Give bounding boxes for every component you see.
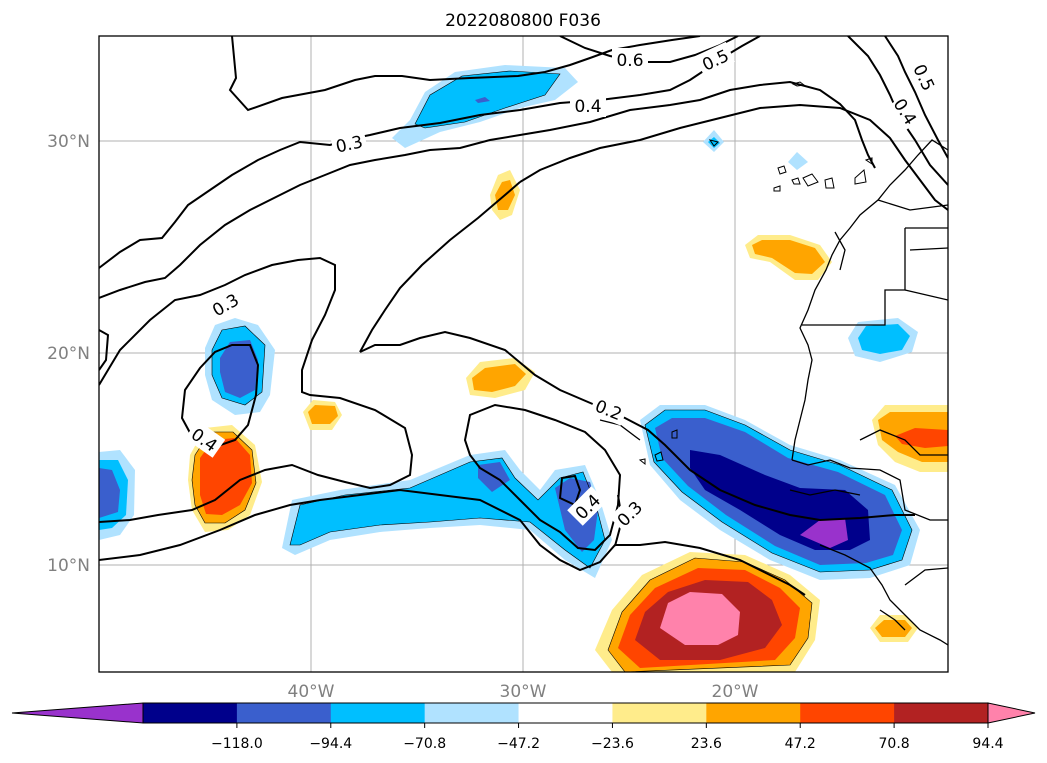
contour-label: 0.4 [574, 97, 601, 117]
colorbar-segment [800, 703, 895, 723]
coastlines [599, 139, 948, 646]
colorbar: −118.0 −94.4 −70.8 −47.2 −23.6 23.6 47.2 70.8 94… [11, 702, 1036, 752]
colorbar-tick-label: −118.0 [211, 736, 263, 752]
shade-outlines [191, 70, 913, 672]
colorbar-segment [330, 703, 426, 723]
colorbar-tick-label: 47.2 [785, 736, 816, 752]
colorbar-tick-label: 23.6 [691, 736, 722, 752]
colorbar-tick-label: 94.4 [972, 736, 1003, 752]
colorbar-segment [894, 703, 989, 723]
colorbar-extend-low [11, 702, 144, 724]
colorbar-segment [612, 703, 707, 723]
lat-label-10n: 10°N [47, 556, 90, 576]
lat-label-30n: 30°N [47, 132, 90, 152]
lon-label-40w: 40°W [288, 682, 335, 702]
colorbar-tick-label: 70.8 [879, 736, 910, 752]
colorbar-extend-high [987, 702, 1036, 724]
lat-label-20n: 20°N [47, 344, 90, 364]
map-frame [98, 35, 949, 673]
colorbar-tick-label: −47.2 [497, 736, 540, 752]
colorbar-tick-label: −23.6 [591, 736, 634, 752]
positive-anomaly-regions [188, 170, 948, 672]
map-area: 0.6 0.5 0.5 0.4 0.4 0.3 0.3 0.4 0.2 0.4 … [99, 36, 948, 672]
lon-label-20w: 20°W [712, 682, 759, 702]
lon-label-30w: 30°W [500, 682, 547, 702]
colorbar-tick-label: −94.4 [309, 736, 352, 752]
colorbar-tick-label: −70.8 [403, 736, 446, 752]
colorbar-segment [706, 703, 801, 723]
colorbar-segment [236, 703, 332, 723]
negative-anomaly-regions [99, 65, 920, 580]
colorbar-frame [142, 702, 989, 724]
map-title: 2022080800 F036 [445, 11, 601, 31]
contour-label: 0.6 [616, 51, 643, 71]
colorbar-segment [143, 703, 238, 723]
colorbar-segment [424, 703, 520, 723]
colorbar-segment [518, 703, 613, 723]
